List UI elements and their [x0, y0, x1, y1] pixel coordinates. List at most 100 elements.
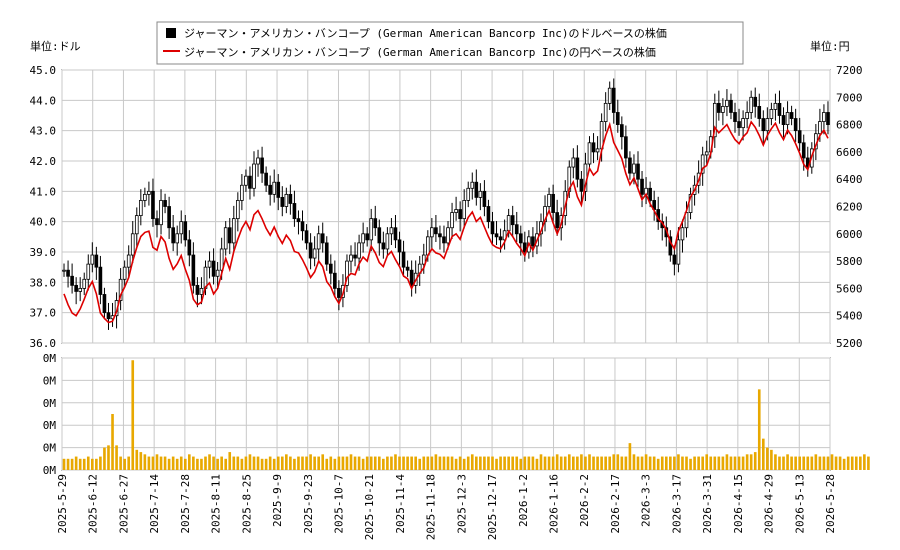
usd-candle — [106, 302, 111, 330]
left-tick-label: 45.0 — [30, 64, 57, 77]
usd-candle — [328, 254, 333, 285]
right-tick-label: 6600 — [836, 146, 863, 159]
x-tick-label: 2025-9-9 — [271, 474, 284, 527]
volume-bar — [426, 456, 430, 470]
usd-candle — [793, 108, 798, 142]
usd-candle — [781, 107, 786, 138]
price-panel: 36.0 37.0 38.0 39.0 40.0 41.0 42.0 43.0 44.0 45.0… — [30, 64, 863, 350]
volume-bar — [115, 445, 118, 470]
volume-bars — [62, 360, 870, 470]
volume-bar — [479, 456, 482, 470]
volume-bar — [729, 456, 733, 470]
volume-bar — [99, 456, 102, 470]
volume-bar — [790, 456, 793, 470]
volume-bar — [82, 458, 86, 470]
usd-candle — [430, 218, 434, 249]
volume-bar — [600, 456, 603, 470]
volume-bar — [838, 456, 842, 470]
usd-candle — [179, 210, 184, 244]
usd-candle — [575, 145, 580, 188]
volume-bar — [163, 456, 167, 470]
usd-candle — [454, 196, 458, 221]
x-tick-label: 2025-8-11 — [210, 474, 223, 534]
usd-candle — [333, 260, 337, 297]
volume-bar — [523, 456, 527, 470]
volume-bar — [466, 456, 470, 470]
volume-bar — [810, 456, 814, 470]
x-tick-label: 2025-5-29 — [56, 474, 69, 534]
volume-bar — [628, 443, 632, 470]
volume-bar — [341, 456, 345, 470]
volume-bar — [576, 456, 579, 470]
volume-bar — [369, 456, 373, 470]
left-tick-label: 44.0 — [30, 94, 57, 107]
volume-bar — [685, 456, 688, 470]
volume-bar — [66, 458, 70, 470]
usd-candle — [478, 183, 483, 211]
volume-bar — [297, 456, 300, 470]
volume-bar — [272, 458, 276, 470]
volume-bar — [511, 456, 515, 470]
volume-bar — [543, 456, 547, 470]
volume-bar — [248, 454, 252, 470]
usd-candle — [551, 184, 555, 224]
volume-bar — [192, 456, 195, 470]
volume-bar — [86, 456, 90, 470]
left-axis-ticks: 36.0 37.0 38.0 39.0 40.0 41.0 42.0 43.0 44.0 45.0 — [30, 64, 57, 350]
usd-candle — [442, 225, 446, 253]
volume-bar — [612, 454, 616, 470]
right-tick-label: 5400 — [836, 310, 863, 323]
x-tick-label: 2026-2-17 — [609, 474, 622, 534]
volume-tick-label: 0M — [43, 397, 57, 410]
left-tick-label: 41.0 — [30, 185, 57, 198]
volume-bar — [349, 454, 353, 470]
usd-candle — [381, 231, 386, 259]
usd-candle — [260, 146, 264, 183]
jpy-price-line — [63, 120, 829, 324]
volume-bar — [450, 456, 454, 470]
volume-bar — [333, 458, 337, 470]
volume-bar — [697, 456, 700, 470]
left-tick-label: 40.0 — [30, 216, 57, 229]
usd-candle — [151, 178, 155, 227]
volume-bar — [131, 360, 135, 470]
volume-bar — [859, 456, 862, 470]
volume-bar — [256, 456, 260, 470]
volume-bar — [305, 456, 308, 470]
volume-bar — [382, 458, 385, 470]
volume-bar — [196, 458, 199, 470]
volume-bar — [151, 456, 155, 470]
usd-candle — [183, 214, 188, 247]
volume-bar — [377, 456, 381, 470]
usd-candle — [308, 233, 313, 270]
volume-bar — [91, 458, 94, 470]
volume-bar — [301, 456, 304, 470]
usd-candle — [312, 236, 317, 267]
volume-bar — [442, 456, 446, 470]
volume-bar — [143, 454, 147, 470]
usd-candle — [361, 222, 365, 253]
usd-candle — [620, 116, 624, 150]
usd-candle — [636, 151, 640, 188]
usd-candle — [74, 277, 78, 305]
usd-candle — [591, 133, 596, 164]
volume-bar — [701, 456, 704, 470]
volume-bar — [640, 456, 644, 470]
x-tick-label: 2026-1-2 — [517, 474, 530, 527]
usd-candle — [236, 192, 240, 232]
volume-bar — [717, 456, 721, 470]
volume-bar — [159, 456, 163, 470]
volume-bar — [204, 456, 207, 470]
volume-bar — [147, 456, 151, 470]
volume-bar — [527, 456, 531, 470]
usd-candle — [143, 187, 147, 208]
volume-bar — [103, 447, 106, 470]
x-tick-label: 2026-4-29 — [763, 474, 776, 534]
volume-bar — [410, 456, 413, 470]
left-tick-label: 43.0 — [30, 125, 57, 138]
right-axis-ticks: 5200 5400 5600 5800 6000 6200 6400 6600 6800 7000… — [836, 64, 863, 350]
right-tick-label: 7000 — [836, 91, 863, 104]
volume-bar — [656, 458, 660, 470]
usd-candle — [211, 248, 216, 285]
usd-candle — [704, 140, 709, 165]
